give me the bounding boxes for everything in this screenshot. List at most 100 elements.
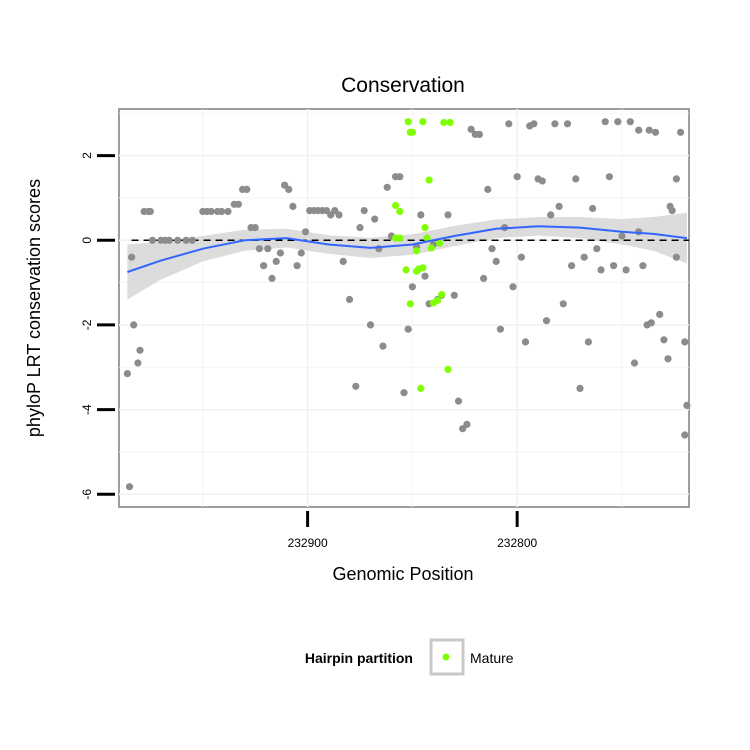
point-other <box>371 215 379 223</box>
point-other <box>218 207 226 216</box>
point-other <box>505 120 513 128</box>
point-other <box>610 262 618 270</box>
y-tick-label: -6 <box>80 489 94 500</box>
y-tick-label: 0 <box>80 237 94 244</box>
point-other <box>645 126 653 134</box>
point-other <box>174 236 182 244</box>
point-mature <box>427 244 435 252</box>
point-other <box>243 185 251 193</box>
y-tick-label: 2 <box>80 152 94 159</box>
point-other <box>513 173 521 181</box>
point-other <box>383 183 391 191</box>
point-other <box>297 249 305 257</box>
point-other <box>293 262 301 270</box>
point-other <box>182 236 190 244</box>
point-other <box>146 207 154 216</box>
point-other <box>538 177 546 185</box>
point-other <box>234 200 242 208</box>
point-mature <box>440 118 448 127</box>
point-mature <box>421 224 429 232</box>
point-other <box>630 359 639 367</box>
point-other <box>547 211 555 219</box>
point-mature <box>419 118 427 126</box>
point-mature <box>425 176 433 184</box>
point-other <box>450 291 458 299</box>
point-other <box>335 211 343 219</box>
point-other <box>542 317 551 325</box>
point-other <box>128 253 136 261</box>
point-other <box>352 382 360 390</box>
point-other <box>530 120 538 128</box>
point-other <box>480 274 488 282</box>
point-other <box>301 228 310 236</box>
point-other <box>568 262 576 270</box>
point-other <box>597 266 605 274</box>
point-other <box>601 118 609 126</box>
y-tick-label: -2 <box>80 319 94 330</box>
point-other <box>589 204 597 213</box>
point-other <box>681 338 689 346</box>
point-other <box>484 185 492 193</box>
point-other <box>379 342 387 350</box>
legend: Hairpin partition Mature <box>305 638 514 676</box>
point-other <box>125 483 134 491</box>
chart-title: Conservation <box>341 74 465 97</box>
point-mature <box>444 365 452 373</box>
point-other <box>366 321 375 329</box>
point-other <box>475 130 483 138</box>
point-other <box>408 283 416 291</box>
y-axis: -6 -4 -2 0 2 <box>80 152 115 500</box>
point-other <box>677 128 685 136</box>
point-other <box>276 249 284 257</box>
point-other <box>463 420 471 428</box>
point-mature <box>402 266 410 274</box>
grid-lines <box>119 109 689 507</box>
point-mature <box>438 290 446 299</box>
point-other <box>134 359 142 367</box>
point-other <box>207 207 215 216</box>
point-other <box>639 262 647 270</box>
point-other <box>444 211 452 219</box>
point-other <box>626 118 634 126</box>
plot-panel <box>118 108 690 508</box>
point-mature <box>417 384 425 392</box>
point-other <box>417 211 425 219</box>
point-other <box>356 224 364 232</box>
point-other <box>509 283 517 291</box>
point-other <box>614 118 622 126</box>
point-other <box>148 236 157 244</box>
point-other <box>396 173 404 181</box>
legend-title: Hairpin partition <box>305 650 413 666</box>
point-other <box>454 397 463 405</box>
point-other <box>584 338 593 346</box>
point-mature <box>413 247 421 255</box>
point-other <box>496 325 504 333</box>
point-other <box>251 224 259 232</box>
point-other <box>123 370 131 378</box>
point-other <box>651 128 660 136</box>
point-other <box>255 245 263 253</box>
point-other <box>563 120 572 128</box>
point-other <box>672 253 681 261</box>
point-other <box>289 202 297 210</box>
point-mature <box>429 299 437 307</box>
point-other <box>593 245 601 253</box>
point-mature <box>392 201 400 210</box>
point-mature <box>436 239 444 247</box>
point-other <box>555 202 563 210</box>
x-tick-label: 232900 <box>288 536 328 550</box>
point-other <box>647 319 655 327</box>
point-other <box>188 236 196 244</box>
point-other <box>260 262 268 270</box>
point-other <box>681 431 689 439</box>
point-other <box>268 274 276 282</box>
x-axis-title: Genomic Position <box>332 564 473 584</box>
point-other <box>360 207 368 215</box>
point-other <box>165 236 173 244</box>
x-tick-label: 232800 <box>497 536 537 550</box>
point-other <box>345 295 354 304</box>
point-mature <box>446 118 454 127</box>
legend-label-mature: Mature <box>470 650 514 666</box>
point-other <box>605 173 614 181</box>
